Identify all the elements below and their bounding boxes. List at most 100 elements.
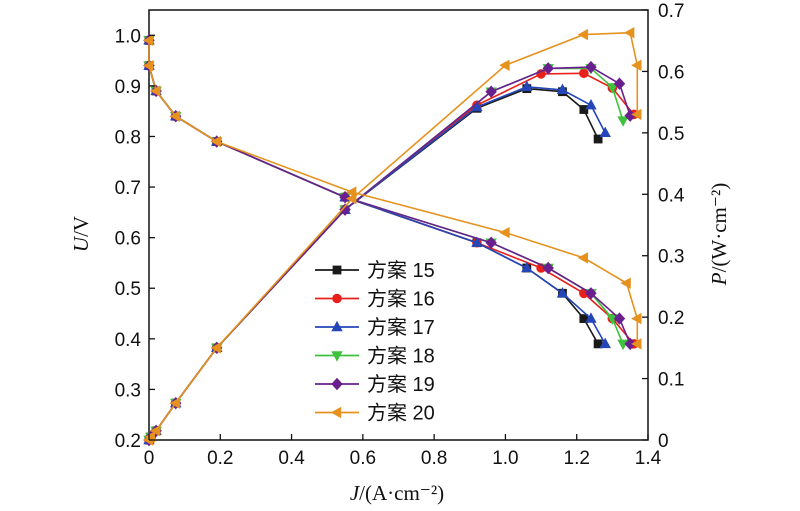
power-point [499, 59, 510, 71]
power-point [471, 100, 483, 112]
voltage-point [142, 34, 154, 47]
power-point [210, 342, 221, 354]
voltage-point [585, 312, 597, 323]
voltage-point [606, 314, 619, 325]
legend: 方案 15 方案 16 方案 17 方案 18 方案 19 方案 20 [315, 259, 435, 425]
power-point [485, 85, 497, 98]
power-point [585, 60, 597, 74]
power-point [556, 83, 569, 95]
x-tick-label: 0.6 [350, 448, 376, 469]
y-right-tick-label: 0.5 [658, 124, 684, 145]
power-point [579, 105, 589, 114]
y-left-tick-label: 1.0 [115, 26, 141, 47]
legend-label: 方案 19 [367, 373, 435, 396]
legend-item: 方案 15 [315, 259, 435, 282]
voltage-point [169, 110, 180, 122]
x-tick-label: 0 [144, 448, 155, 469]
voltage-point [631, 338, 642, 350]
voltage-point [593, 339, 603, 349]
legend-item: 方案 18 [315, 345, 435, 368]
y-left-tick-label: 0.4 [115, 330, 142, 351]
power-point [623, 27, 635, 39]
power-point [606, 83, 619, 94]
y-left-tick-label: 0.7 [115, 178, 141, 199]
voltage-point [585, 287, 597, 300]
legend-marker [331, 377, 343, 391]
legend-label: 方案 16 [367, 288, 435, 311]
y-right-tick-label: 0.4 [658, 185, 685, 206]
y-left-tick-label: 0.8 [115, 127, 141, 148]
y-left-tick-label: 0.9 [115, 77, 141, 98]
voltage-point [471, 236, 483, 247]
y-left-tick-label: 0.3 [115, 380, 141, 401]
x-tick-label: 1.2 [564, 448, 590, 469]
y-right-tick-label: 0.1 [658, 370, 684, 391]
voltage-point [631, 312, 642, 325]
legend-item: 方案 16 [315, 288, 435, 311]
power-point [624, 109, 636, 122]
tick-layer: 0 0.2 0.4 0.6 0.8 1.0 1.2 1.40.20.30.40.50.60.7… [115, 1, 685, 469]
power-point [579, 68, 589, 79]
series-6 [142, 27, 642, 446]
legend-marker [332, 265, 342, 275]
x-tick-label: 0.2 [207, 448, 233, 469]
x-tick-label: 0.8 [421, 448, 447, 469]
power-point [631, 108, 642, 121]
power-point [169, 397, 180, 409]
legend-label: 方案 18 [367, 345, 435, 368]
y-axis-right-title: P/(W·cm⁻²) [707, 183, 731, 287]
voltage-point [339, 190, 351, 204]
voltage-point [521, 261, 533, 273]
voltage-point [620, 277, 631, 289]
voltage-point [617, 339, 629, 351]
y-left-tick-label: 0.2 [115, 431, 141, 452]
legend-item: 方案 19 [315, 373, 435, 396]
voltage-point [499, 226, 510, 239]
y-right-tick-label: 0.7 [658, 1, 684, 22]
power-point [542, 62, 554, 75]
power-point [339, 203, 351, 216]
plot-frame [148, 9, 649, 441]
legend-item: 方案 20 [315, 402, 435, 425]
legend-label: 方案 20 [367, 402, 435, 425]
legend-marker [331, 320, 343, 332]
series-layer [142, 27, 642, 447]
voltage-point [599, 337, 611, 349]
voltage-point [579, 314, 589, 323]
power-point [599, 126, 611, 138]
x-tick-label: 1.4 [635, 448, 662, 469]
power-point [577, 28, 589, 41]
voltage-point [624, 337, 636, 351]
power-point [585, 99, 597, 110]
axes [148, 9, 649, 441]
voltage-point [556, 287, 569, 298]
voltage-point [613, 312, 626, 325]
y-right-tick-label: 0.6 [658, 62, 684, 83]
x-axis-title: J/(A·cm⁻²) [350, 481, 444, 505]
y-right-tick-label: 0.2 [658, 308, 684, 329]
power-point [149, 425, 161, 437]
voltage-point [210, 135, 221, 148]
power-point [521, 80, 533, 91]
y-left-tick-label: 0.6 [115, 229, 141, 250]
voltage-point [149, 85, 161, 97]
legend-marker [332, 293, 342, 304]
x-tick-label: 1.0 [492, 448, 518, 469]
legend-item: 方案 17 [315, 316, 435, 339]
power-point [631, 59, 642, 71]
y-axis-left-title: U/V [69, 216, 93, 252]
legend-marker [330, 406, 342, 419]
legend-label: 方案 17 [367, 316, 435, 339]
power-point [345, 192, 357, 205]
power-point [617, 116, 629, 127]
power-point [593, 134, 603, 144]
y-left-tick-label: 0.5 [115, 279, 141, 300]
voltage-point [577, 252, 589, 264]
voltage-point [142, 59, 154, 72]
voltage-point [485, 236, 497, 249]
x-tick-label: 0.4 [278, 448, 305, 469]
voltage-point [542, 261, 554, 275]
legend-marker [331, 351, 343, 362]
